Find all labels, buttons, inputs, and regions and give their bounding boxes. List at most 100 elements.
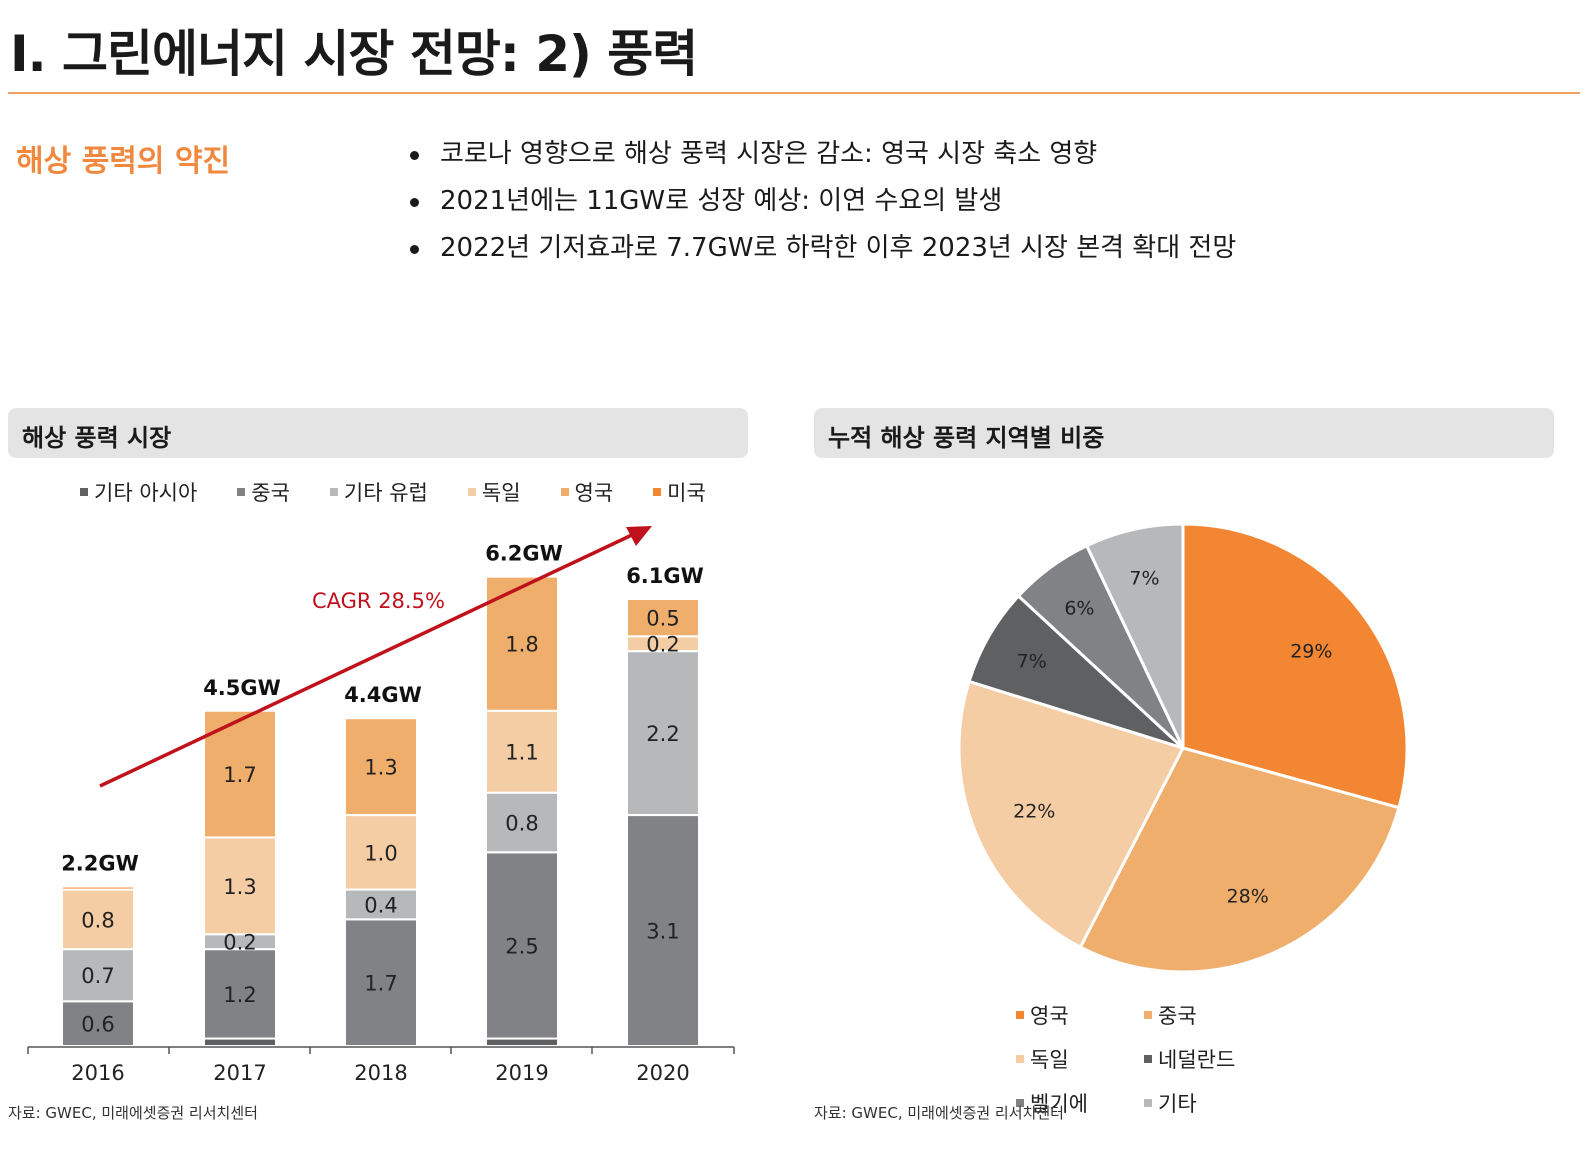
- bar-value-label: 0.8: [505, 812, 538, 836]
- cagr-arrowhead: [626, 526, 652, 546]
- bar-segment: [61, 948, 135, 1003]
- legend-swatch: [1144, 1011, 1152, 1019]
- legend-item: 네덜란드: [1144, 1044, 1272, 1074]
- bar-value-label: 1.7: [223, 763, 256, 787]
- legend-swatch: [560, 488, 569, 496]
- legend-swatch: [80, 488, 88, 496]
- bar-value-label: 2.5: [505, 934, 538, 958]
- x-tick-label: 2017: [213, 1061, 266, 1085]
- bar-value-label: 1.0: [364, 841, 397, 865]
- bar-chart-header: 해상 풍력 시장: [8, 408, 748, 458]
- legend-swatch: [1016, 1055, 1024, 1063]
- section-heading: 해상 풍력의 약진: [16, 144, 231, 179]
- bar-value-label: 1.2: [223, 983, 256, 1007]
- bar-value-label: 3.1: [646, 920, 679, 944]
- legend-item: 독일: [1016, 1044, 1144, 1074]
- bar-total-label: 4.5GW: [203, 676, 281, 700]
- legend-swatch: [329, 488, 338, 496]
- bar-value-label: 0.6: [81, 1013, 114, 1037]
- x-tick-label: 2016: [71, 1061, 124, 1085]
- title-divider: [8, 92, 1580, 94]
- page-title: I. 그린에너지 시장 전망: 2) 풍력: [10, 25, 698, 83]
- legend-swatch: [1016, 1099, 1024, 1107]
- legend-swatch: [1144, 1055, 1152, 1063]
- legend-item: 미국: [653, 477, 706, 507]
- pie-chart-header: 누적 해상 풍력 지역별 비중: [814, 408, 1554, 458]
- pie-value-label: 29%: [1290, 640, 1332, 662]
- pie-slice: [1181, 522, 1409, 810]
- bar-value-label: 1.3: [223, 875, 256, 899]
- legend-label: 영국: [1030, 1004, 1069, 1028]
- pie-value-label: 7%: [1129, 568, 1159, 590]
- bar-value-label: 0.7: [81, 964, 114, 988]
- bar-segment: [61, 1000, 135, 1047]
- bar-total-label: 6.1GW: [626, 564, 704, 588]
- bar-value-label: 0.2: [223, 931, 256, 955]
- legend-label: 독일: [481, 481, 521, 505]
- pie-value-label: 6%: [1064, 597, 1094, 619]
- pie-value-label: 28%: [1227, 886, 1269, 908]
- bar-value-label: 1.8: [505, 633, 538, 657]
- bar-value-label: 0.8: [81, 908, 114, 932]
- legend-label: 기타 아시아: [94, 481, 198, 505]
- bar-total-label: 2.2GW: [61, 852, 139, 876]
- x-tick-label: 2019: [495, 1061, 548, 1085]
- x-tick-label: 2018: [354, 1061, 407, 1085]
- pie-chart-title: 누적 해상 풍력 지역별 비중: [828, 424, 1105, 452]
- bar-value-label: 1.7: [364, 972, 397, 996]
- bar-chart-legend: 기타 아시아 중국 기타 유럽 독일 영국 미국: [80, 477, 746, 507]
- bullet-item: 2021년에는 11GW로 성장 예상: 이연 수요의 발생: [408, 181, 1236, 228]
- bar-segment: [61, 885, 135, 891]
- legend-label: 네덜란드: [1158, 1048, 1236, 1072]
- pie-chart-source: 자료: GWEC, 미래에셋증권 리서치센터: [814, 1104, 1064, 1122]
- legend-item: 영국: [560, 477, 614, 507]
- bar-value-label: 1.3: [364, 756, 397, 780]
- bar-segment: [61, 888, 135, 951]
- pie-slice: [1084, 522, 1185, 749]
- pie-value-label: 7%: [1017, 651, 1047, 673]
- bar-value-label: 1.1: [505, 741, 538, 765]
- legend-label: 영국: [574, 481, 614, 505]
- bar-value-label: 2.2: [646, 722, 679, 746]
- cagr-arrow: [99, 532, 635, 788]
- legend-label: 중국: [1158, 1004, 1197, 1028]
- bullet-item: 코로나 영향으로 해상 풍력 시장은 감소: 영국 시장 축소 영향: [408, 134, 1236, 181]
- bar-segment: [344, 888, 418, 921]
- pie-slice: [1078, 746, 1401, 974]
- bar-segment: [626, 598, 700, 638]
- legend-label: 기타 유럽: [343, 481, 428, 505]
- pie-slice: [957, 679, 1186, 950]
- bar-value-label: 0.4: [364, 893, 397, 917]
- pie-value-label: 22%: [1013, 800, 1055, 822]
- bar-segment: [203, 836, 277, 936]
- legend-item: 기타 유럽: [329, 477, 428, 507]
- legend-item: 벨기에: [1016, 1088, 1144, 1118]
- legend-item: 독일: [467, 477, 521, 507]
- bar-segment: [203, 1037, 277, 1047]
- bar-total-label: 6.2GW: [485, 542, 563, 566]
- legend-label: 독일: [1030, 1048, 1069, 1072]
- legend-swatch: [1016, 1011, 1024, 1019]
- legend-swatch: [467, 488, 476, 496]
- bar-chart-source: 자료: GWEC, 미래에셋증권 리서치센터: [8, 1104, 258, 1122]
- legend-label: 중국: [251, 481, 290, 505]
- legend-swatch: [237, 488, 246, 496]
- legend-item: 기타: [1144, 1088, 1272, 1118]
- bar-total-label: 4.4GW: [344, 683, 422, 707]
- bar-segment: [344, 814, 418, 891]
- cagr-annotation: CAGR 28.5%: [312, 589, 445, 613]
- bar-value-label: 0.5: [646, 607, 679, 631]
- legend-item: 기타 아시아: [80, 477, 197, 507]
- legend-label: 기타: [1158, 1092, 1197, 1116]
- pie-chart: 29% 28% 22% 7% 6% 7%: [957, 522, 1409, 974]
- bar-segment: [203, 948, 277, 1040]
- bar-segment: [344, 717, 418, 817]
- bullet-list: 코로나 영향으로 해상 풍력 시장은 감소: 영국 시장 축소 영향 2021년…: [408, 134, 1236, 275]
- bullet-item: 2022년 기저효과로 7.7GW로 하락한 이후 2023년 시장 본격 확대…: [408, 228, 1236, 275]
- bar-chart: 0.6 0.7 0.8 2.2GW 2016 1.2 0.2 1.3 1.7 4.5GW 2017 1…: [27, 526, 735, 1085]
- bar-segment: [485, 1037, 559, 1047]
- legend-item: 중국: [237, 477, 290, 507]
- legend-swatch: [1144, 1099, 1152, 1107]
- legend-item: 영국: [1016, 1000, 1144, 1030]
